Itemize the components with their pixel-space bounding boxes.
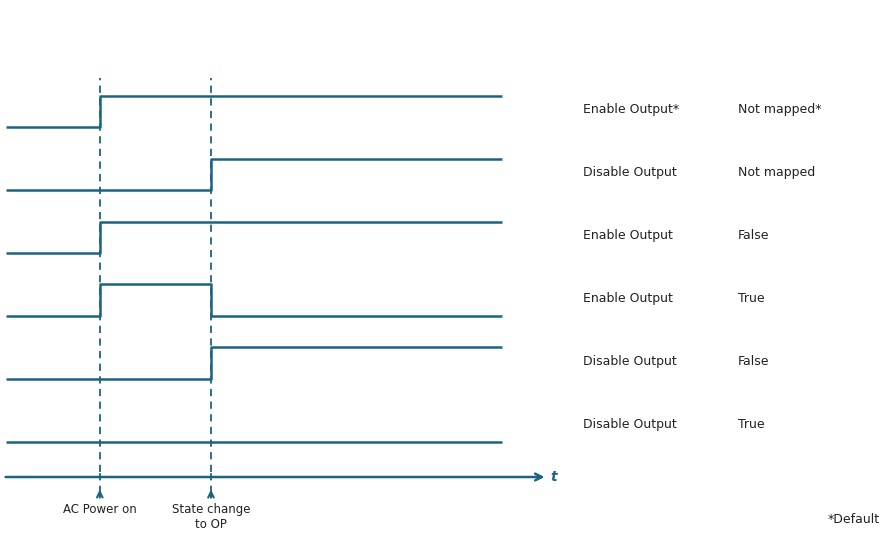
Text: 24V/48V DC Output Voltage: 24V/48V DC Output Voltage <box>167 32 403 46</box>
Text: „Default Start Up
Output State“
(CoE: 0x8001:41): „Default Start Up Output State“ (CoE: 0x… <box>590 15 705 63</box>
Text: *Default: *Default <box>827 513 880 526</box>
Text: AC Power on: AC Power on <box>63 503 137 516</box>
Text: Disable Output: Disable Output <box>583 418 676 431</box>
Text: Disable Output: Disable Output <box>583 355 676 368</box>
Text: False: False <box>737 355 769 368</box>
Text: Enable Output*: Enable Output* <box>583 103 679 116</box>
Text: „Disable output“
(PDO: 0x1600): „Disable output“ (PDO: 0x1600) <box>748 24 861 54</box>
Text: State change
to OP: State change to OP <box>171 503 250 531</box>
Text: False: False <box>737 229 769 242</box>
Text: Enable Output: Enable Output <box>583 229 673 242</box>
Text: t: t <box>550 470 557 484</box>
Text: Not mapped*: Not mapped* <box>737 103 821 116</box>
Text: True: True <box>737 418 765 431</box>
Text: Enable Output: Enable Output <box>583 292 673 305</box>
Text: Not mapped: Not mapped <box>737 166 815 179</box>
Text: Disable Output: Disable Output <box>583 166 676 179</box>
Text: True: True <box>737 292 765 305</box>
